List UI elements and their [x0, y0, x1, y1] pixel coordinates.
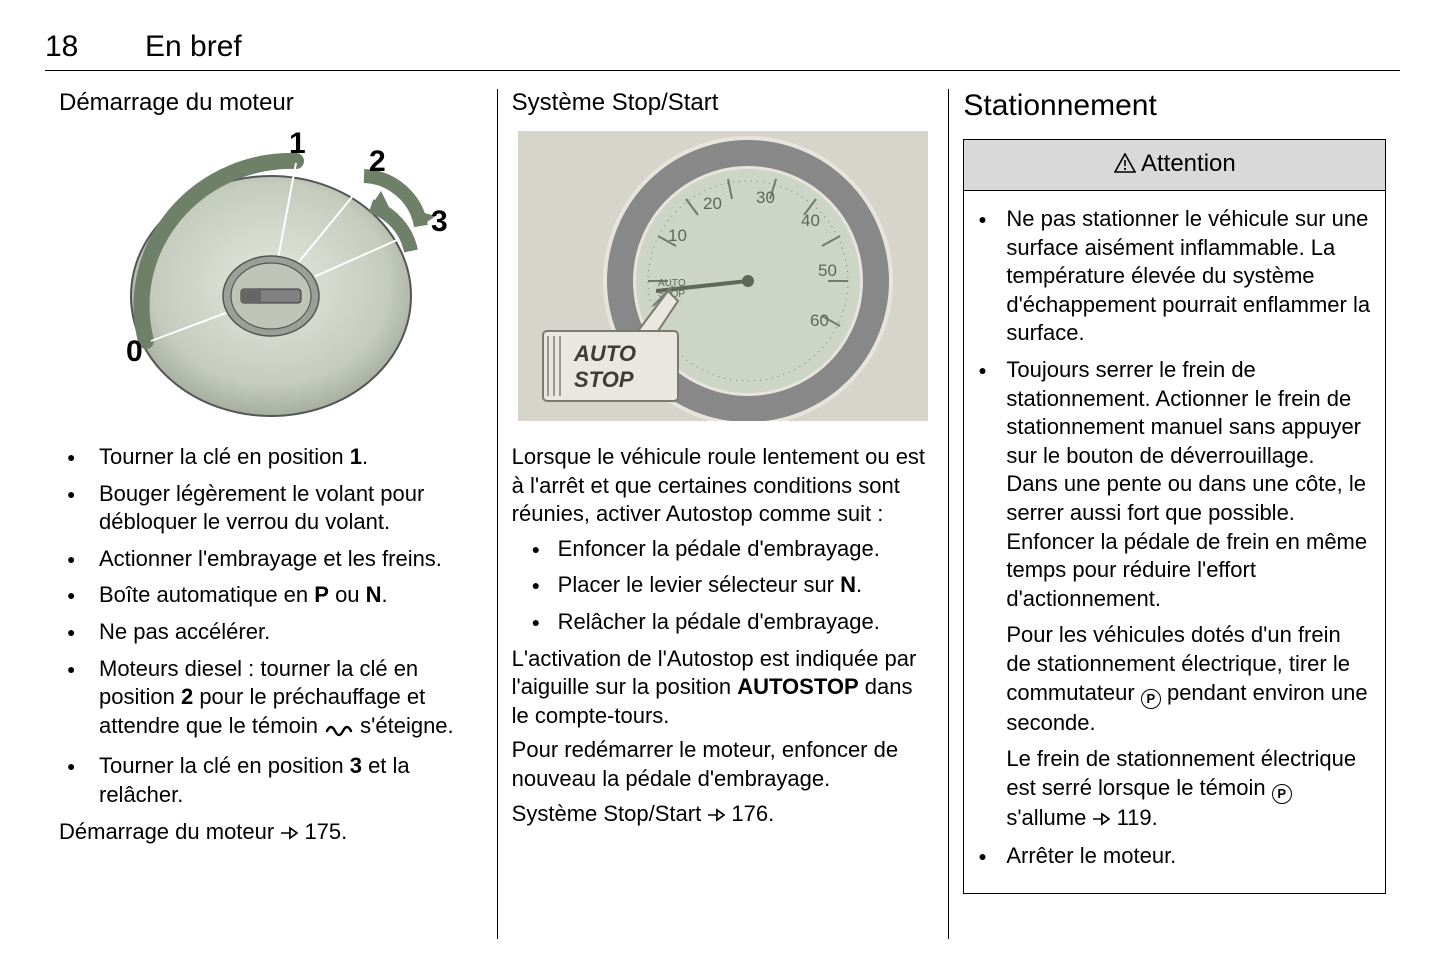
list-item: Ne pas accélérer.: [59, 618, 483, 647]
attention-header: Attention: [964, 140, 1385, 191]
svg-text:0: 0: [126, 335, 143, 368]
col2-p2: Pour redémarrer le moteur, enfoncer de n…: [512, 736, 935, 793]
svg-text:10: 10: [668, 226, 687, 245]
warning-triangle-icon: [1114, 152, 1136, 180]
attention-sub2: Le frein de stationnement électrique est…: [972, 745, 1371, 834]
svg-text:40: 40: [801, 211, 820, 230]
svg-text:20: 20: [703, 194, 722, 213]
column-1: Démarrage du moteur: [45, 89, 497, 939]
list-item: Toujours serrer le frein de stationnemen…: [972, 356, 1371, 613]
svg-text:STOP: STOP: [574, 367, 634, 392]
list-item: Moteurs diesel : tourner la clé en posit…: [59, 655, 483, 745]
ignition-svg: 0 1 2 3: [91, 131, 451, 421]
attention-box: Attention Ne pas stationner le véhicule …: [963, 139, 1386, 894]
list-item: Boîte automatique en P ou N.: [59, 581, 483, 610]
svg-text:1: 1: [289, 131, 306, 160]
autostop-svg: 10 20 30 40 50 60 AUTO STOP: [518, 131, 928, 421]
col1-list: Tourner la clé en position 1. Bouger lég…: [59, 443, 483, 810]
svg-text:3: 3: [431, 205, 448, 238]
svg-text:50: 50: [818, 261, 837, 280]
attention-body: Ne pas stationner le véhicule sur une su…: [964, 191, 1385, 893]
list-item: Arrêter le moteur.: [972, 842, 1371, 871]
svg-text:30: 30: [756, 188, 775, 207]
col3-heading: Stationnement: [963, 89, 1386, 123]
list-item: Tourner la clé en position 1.: [59, 443, 483, 472]
col1-footer-ref: Démarrage du moteur 175.: [59, 818, 483, 849]
col2-heading: Système Stop/Start: [512, 89, 935, 117]
page-columns: Démarrage du moteur: [45, 89, 1400, 939]
electric-parking-brake-icon: P: [1272, 784, 1292, 804]
autostop-illustration: 10 20 30 40 50 60 AUTO STOP: [512, 131, 935, 421]
list-item: Tourner la clé en position 3 et la relâc…: [59, 752, 483, 809]
list-item: Actionner l'embrayage et les freins.: [59, 545, 483, 574]
list-item: Relâcher la pédale d'embrayage.: [512, 608, 935, 637]
page-section-title: En bref: [145, 30, 242, 64]
col2-p1: L'activation de l'Autostop est indiquée …: [512, 645, 935, 731]
page-header: 18 En bref: [45, 30, 1400, 71]
reference-arrow-icon: [280, 820, 298, 849]
electric-parking-brake-icon: P: [1141, 689, 1161, 709]
col2-list: Enfoncer la pédale d'embrayage. Placer l…: [512, 535, 935, 637]
column-3: Stationnement Attention Ne pas stationne…: [948, 89, 1400, 939]
col2-p3: Système Stop/Start 176.: [512, 800, 935, 831]
col1-heading: Démarrage du moteur: [59, 89, 483, 117]
ignition-illustration: 0 1 2 3: [59, 131, 483, 421]
reference-arrow-icon: [1092, 806, 1110, 835]
attention-list-2: Arrêter le moteur.: [972, 842, 1371, 871]
list-item: Ne pas stationner le véhicule sur une su…: [972, 205, 1371, 348]
svg-text:2: 2: [369, 145, 386, 178]
attention-sub1: Pour les véhicules dotés d'un frein de s…: [972, 621, 1371, 737]
col2-intro: Lorsque le véhicule roule lentement ou e…: [512, 443, 935, 529]
list-item: Placer le levier sélecteur sur N.: [512, 571, 935, 600]
reference-arrow-icon: [707, 802, 725, 831]
svg-text:AUTO: AUTO: [573, 341, 636, 366]
attention-list: Ne pas stationner le véhicule sur une su…: [972, 205, 1371, 613]
list-item: Enfoncer la pédale d'embrayage.: [512, 535, 935, 564]
column-2: Système Stop/Start: [497, 89, 949, 939]
attention-label: Attention: [1141, 150, 1236, 177]
list-item: Bouger légèrement le volant pour débloqu…: [59, 480, 483, 537]
svg-text:60: 60: [810, 311, 829, 330]
page-number: 18: [45, 30, 145, 64]
preheat-icon: [324, 716, 354, 745]
